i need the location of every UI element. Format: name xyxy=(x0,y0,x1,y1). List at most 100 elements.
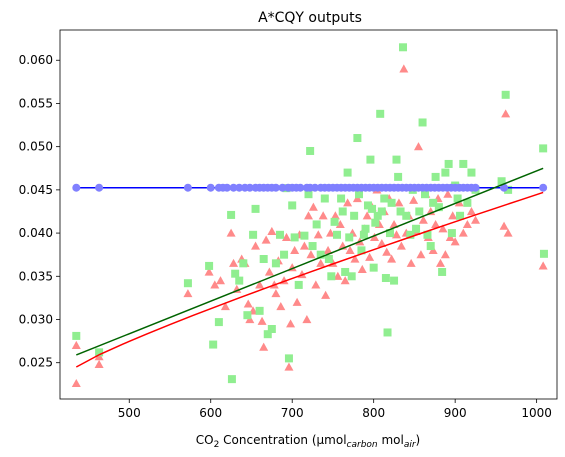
triangle-point xyxy=(323,245,333,254)
triangle-point xyxy=(261,235,271,244)
triangle-point xyxy=(343,198,353,207)
triangle-point xyxy=(257,316,267,325)
square-point xyxy=(341,267,350,276)
triangle-point xyxy=(226,228,236,237)
triangle-point xyxy=(276,302,286,311)
square-point xyxy=(497,177,506,186)
triangle-point xyxy=(466,206,476,216)
triangle-point xyxy=(335,219,345,229)
square-point xyxy=(415,207,424,216)
y-tick-label: 0.060 xyxy=(19,53,53,67)
triangle-point xyxy=(438,224,448,233)
triangle-point xyxy=(440,250,450,259)
chart-title: A*CQY outputs xyxy=(258,10,362,26)
triangle-point xyxy=(251,241,261,250)
square-point xyxy=(227,375,236,384)
square-point xyxy=(369,263,378,272)
triangle-point xyxy=(399,64,409,73)
triangle-point xyxy=(340,276,350,285)
y-tick-label: 0.050 xyxy=(19,140,53,154)
triangle-point xyxy=(204,267,214,276)
square-point xyxy=(324,255,333,264)
square-point xyxy=(95,348,104,357)
triangle-point xyxy=(232,284,242,293)
circle-point xyxy=(271,183,280,192)
square-point xyxy=(363,201,372,210)
square-point xyxy=(259,255,268,264)
triangle-point xyxy=(304,211,313,220)
triangle-point xyxy=(377,238,387,248)
circle-point xyxy=(183,183,192,192)
fit-lines xyxy=(72,167,548,368)
triangle-point xyxy=(299,241,309,250)
circle-point xyxy=(235,183,244,192)
square-point xyxy=(347,272,356,281)
square-point xyxy=(357,246,366,255)
triangle-point xyxy=(306,250,316,259)
square-point xyxy=(353,134,362,143)
square-point xyxy=(251,204,260,213)
square-point xyxy=(402,211,411,220)
square-point xyxy=(294,280,303,289)
triangle-point xyxy=(282,232,292,242)
triangle-point xyxy=(229,258,239,267)
plot-area xyxy=(60,30,557,399)
x-axis-label-suffix: ) xyxy=(416,433,421,447)
square-point xyxy=(444,159,453,168)
square-point xyxy=(249,230,258,239)
square-point xyxy=(387,198,396,207)
circle-point xyxy=(278,183,287,192)
square-point xyxy=(539,249,548,258)
triangle-point xyxy=(409,195,419,204)
triangle-point xyxy=(321,290,331,299)
triangle-point xyxy=(501,109,511,118)
square-point xyxy=(267,325,276,334)
square-point xyxy=(392,155,401,164)
triangle-point xyxy=(290,245,300,254)
triangle-point xyxy=(308,202,318,211)
square-point xyxy=(338,207,347,216)
x-tick-label: 1000 xyxy=(521,406,552,420)
triangle-point xyxy=(350,254,360,263)
square-point xyxy=(330,217,339,226)
square-point xyxy=(243,311,252,320)
triangle-point xyxy=(267,226,277,235)
triangle-point xyxy=(413,142,423,151)
square-point xyxy=(385,229,394,238)
triangle-point xyxy=(311,280,321,289)
triangle-point xyxy=(302,314,312,324)
x-axis: 500 600 700 800 900 1000 xyxy=(118,399,552,420)
square-point xyxy=(539,144,548,153)
triangle-point xyxy=(450,237,460,246)
triangle-point xyxy=(94,359,104,369)
circle-point xyxy=(95,183,104,192)
triangle-point xyxy=(369,232,379,242)
triangle-point xyxy=(313,230,323,239)
square-point xyxy=(231,269,240,278)
circle-point xyxy=(245,183,254,192)
square-point xyxy=(368,204,377,213)
square-point xyxy=(345,233,354,242)
square-point xyxy=(304,190,313,199)
square-point xyxy=(453,194,462,203)
triangle-point xyxy=(362,211,372,220)
square-point xyxy=(271,259,280,268)
triangle-point xyxy=(259,342,269,351)
circle-point xyxy=(296,183,305,192)
square-point xyxy=(383,328,392,337)
triangle-point xyxy=(220,302,230,311)
y-axis: 0.025 0.030 0.035 0.040 0.045 0.050 0.055 0.060 xyxy=(19,53,60,370)
x-axis-label-sub3: air xyxy=(404,440,417,450)
triangle-point xyxy=(406,258,416,267)
triangle-point xyxy=(431,219,441,229)
square-point xyxy=(459,159,468,168)
square-point xyxy=(418,118,427,127)
square-point xyxy=(263,330,272,339)
square-point xyxy=(239,259,248,268)
circle-point xyxy=(311,183,320,192)
triangle-point xyxy=(503,228,513,237)
square-point xyxy=(306,146,315,155)
triangle-point xyxy=(264,267,274,276)
square-point xyxy=(438,267,447,276)
triangle-point xyxy=(330,211,340,220)
